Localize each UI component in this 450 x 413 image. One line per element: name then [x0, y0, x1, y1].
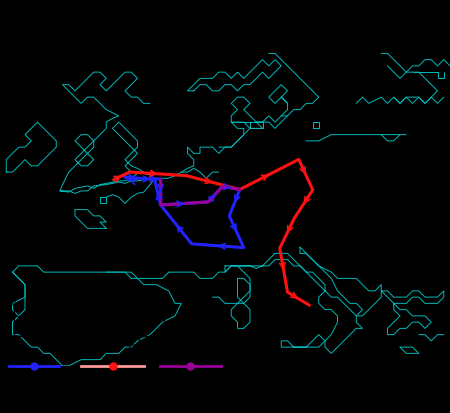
Text: 0: 0 — [11, 300, 16, 309]
Text: 300 miles: 300 miles — [127, 344, 164, 354]
Text: 1842-1843: 1842-1843 — [159, 401, 221, 412]
Text: 1840: 1840 — [16, 388, 51, 401]
Text: 1840,: 1840, — [172, 385, 208, 394]
Text: 0: 0 — [11, 344, 16, 354]
Text: 1842-1843: 1842-1843 — [75, 388, 150, 401]
Text: 300 kilometres: 300 kilometres — [107, 300, 164, 309]
